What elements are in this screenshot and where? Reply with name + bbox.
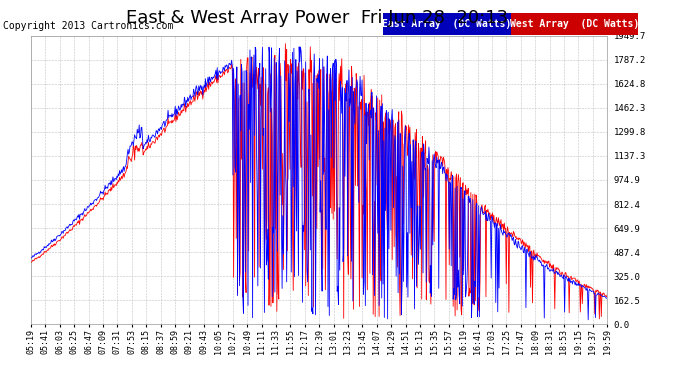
Bar (511, 13, 638, 34)
Text: East & West Array Power  Fri Jun 28  20:13: East & West Array Power Fri Jun 28 20:13 (126, 9, 509, 27)
Text: West Array  (DC Watts): West Array (DC Watts) (510, 19, 639, 28)
Text: East Array  (DC Watts): East Array (DC Watts) (382, 19, 511, 28)
Text: Copyright 2013 Cartronics.com: Copyright 2013 Cartronics.com (3, 21, 174, 31)
Bar (383, 13, 511, 34)
